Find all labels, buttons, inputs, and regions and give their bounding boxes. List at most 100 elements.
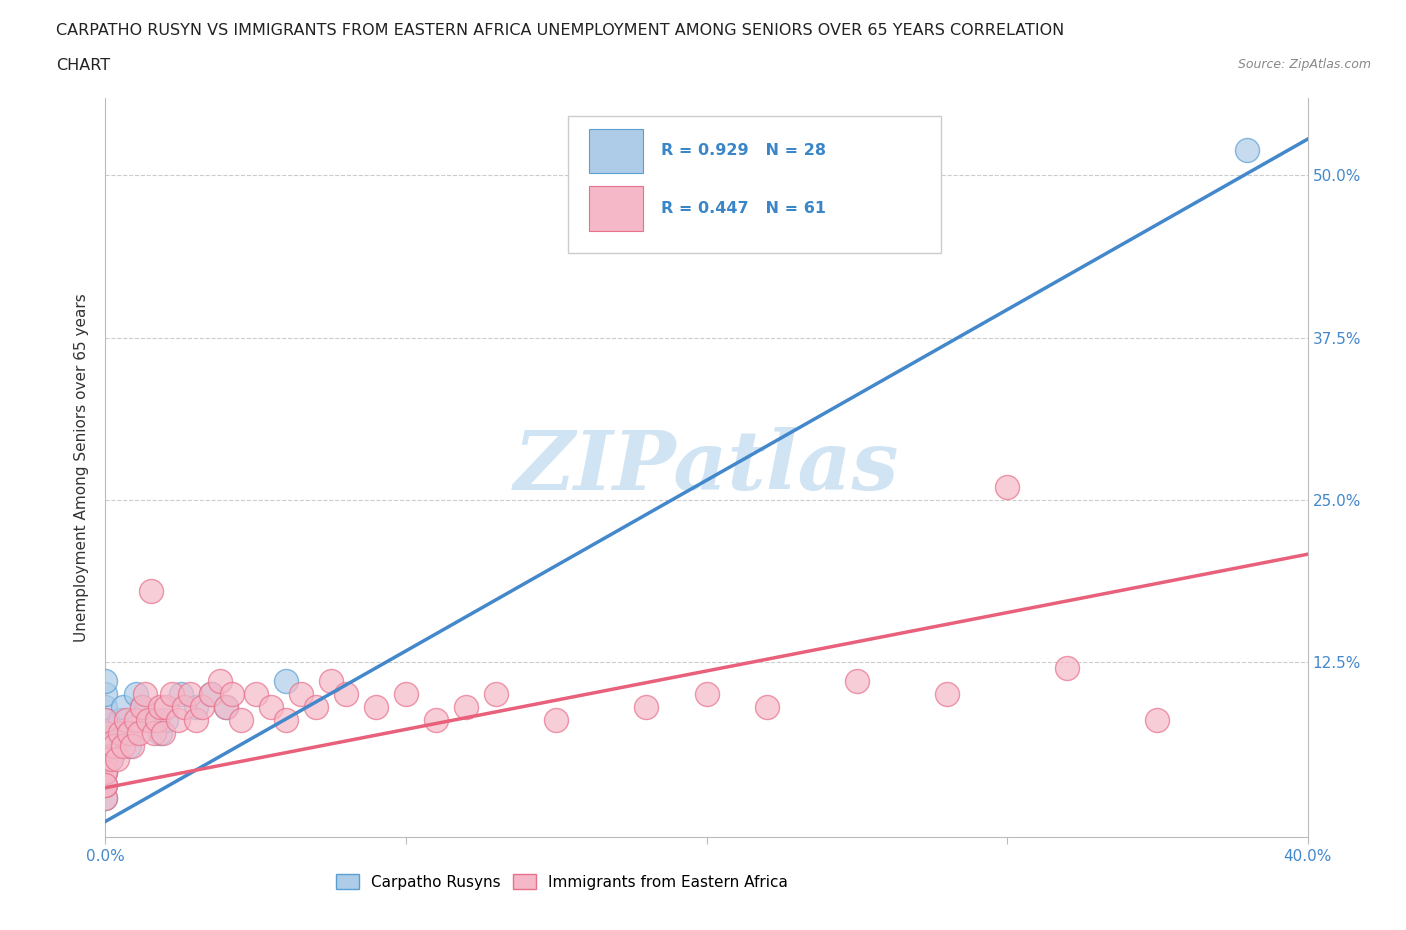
Point bbox=[173, 700, 195, 715]
Point bbox=[124, 712, 146, 727]
Point bbox=[145, 712, 167, 727]
Point bbox=[319, 674, 342, 689]
Point bbox=[845, 674, 868, 689]
Point bbox=[200, 687, 222, 702]
Point bbox=[179, 687, 201, 702]
Point bbox=[134, 687, 156, 702]
Point bbox=[274, 674, 297, 689]
Point bbox=[995, 479, 1018, 494]
Text: Source: ZipAtlas.com: Source: ZipAtlas.com bbox=[1237, 58, 1371, 71]
Point bbox=[208, 674, 231, 689]
Point bbox=[94, 700, 117, 715]
Point bbox=[755, 700, 778, 715]
Point bbox=[546, 712, 568, 727]
Point bbox=[200, 687, 222, 702]
Point bbox=[112, 700, 135, 715]
Point bbox=[1056, 661, 1078, 676]
Point bbox=[94, 725, 117, 740]
Point bbox=[94, 712, 117, 727]
Point bbox=[94, 687, 117, 702]
Point bbox=[169, 687, 191, 702]
Point bbox=[103, 738, 125, 753]
Text: R = 0.929   N = 28: R = 0.929 N = 28 bbox=[661, 143, 825, 158]
Point bbox=[274, 712, 297, 727]
Point bbox=[124, 687, 146, 702]
Point bbox=[696, 687, 718, 702]
Point bbox=[148, 700, 170, 715]
Point bbox=[155, 712, 177, 727]
Point bbox=[121, 738, 143, 753]
Point bbox=[245, 687, 267, 702]
Point bbox=[190, 700, 212, 715]
Point bbox=[1236, 142, 1258, 157]
Point bbox=[94, 790, 117, 805]
Point bbox=[107, 751, 129, 766]
Point bbox=[110, 725, 132, 740]
Point bbox=[1146, 712, 1168, 727]
Point bbox=[94, 674, 117, 689]
Point bbox=[160, 687, 183, 702]
Point bbox=[142, 725, 165, 740]
Point bbox=[305, 700, 328, 715]
Point bbox=[94, 738, 117, 753]
Point bbox=[290, 687, 312, 702]
Point bbox=[94, 751, 117, 766]
Point bbox=[94, 751, 117, 766]
Point bbox=[112, 738, 135, 753]
Point bbox=[94, 725, 117, 740]
FancyBboxPatch shape bbox=[589, 128, 643, 173]
Y-axis label: Unemployment Among Seniors over 65 years: Unemployment Among Seniors over 65 years bbox=[75, 293, 90, 642]
Point bbox=[485, 687, 508, 702]
Point bbox=[107, 725, 129, 740]
Point bbox=[395, 687, 418, 702]
Point bbox=[103, 738, 125, 753]
Point bbox=[118, 738, 141, 753]
Point bbox=[139, 583, 162, 598]
Point bbox=[260, 700, 283, 715]
Point bbox=[115, 725, 138, 740]
Text: ZIPatlas: ZIPatlas bbox=[513, 427, 900, 508]
Text: CHART: CHART bbox=[56, 58, 110, 73]
Point bbox=[636, 700, 658, 715]
Point bbox=[184, 712, 207, 727]
Point bbox=[155, 700, 177, 715]
Point bbox=[94, 790, 117, 805]
Point bbox=[221, 687, 243, 702]
Point bbox=[94, 764, 117, 779]
Point bbox=[118, 725, 141, 740]
Point bbox=[214, 700, 236, 715]
Point bbox=[94, 777, 117, 792]
Point bbox=[152, 725, 174, 740]
Point bbox=[94, 777, 117, 792]
Point bbox=[128, 725, 150, 740]
Point bbox=[454, 700, 477, 715]
Point bbox=[94, 738, 117, 753]
Point bbox=[184, 700, 207, 715]
Point bbox=[94, 777, 117, 792]
FancyBboxPatch shape bbox=[589, 186, 643, 231]
Point bbox=[100, 751, 122, 766]
Point bbox=[166, 712, 188, 727]
Point bbox=[214, 700, 236, 715]
Point bbox=[115, 712, 138, 727]
Point bbox=[335, 687, 357, 702]
FancyBboxPatch shape bbox=[568, 116, 941, 253]
Point bbox=[131, 700, 153, 715]
Text: CARPATHO RUSYN VS IMMIGRANTS FROM EASTERN AFRICA UNEMPLOYMENT AMONG SENIORS OVER: CARPATHO RUSYN VS IMMIGRANTS FROM EASTER… bbox=[56, 23, 1064, 38]
Point bbox=[131, 700, 153, 715]
Point bbox=[110, 712, 132, 727]
Legend: Carpatho Rusyns, Immigrants from Eastern Africa: Carpatho Rusyns, Immigrants from Eastern… bbox=[330, 868, 794, 896]
Point bbox=[136, 712, 159, 727]
Point bbox=[936, 687, 959, 702]
Point bbox=[100, 751, 122, 766]
Point bbox=[139, 712, 162, 727]
Point bbox=[94, 712, 117, 727]
Point bbox=[94, 764, 117, 779]
Point bbox=[148, 725, 170, 740]
Point bbox=[229, 712, 252, 727]
Point bbox=[94, 764, 117, 779]
Point bbox=[425, 712, 447, 727]
Text: R = 0.447   N = 61: R = 0.447 N = 61 bbox=[661, 201, 825, 216]
Point bbox=[94, 751, 117, 766]
Point bbox=[364, 700, 387, 715]
